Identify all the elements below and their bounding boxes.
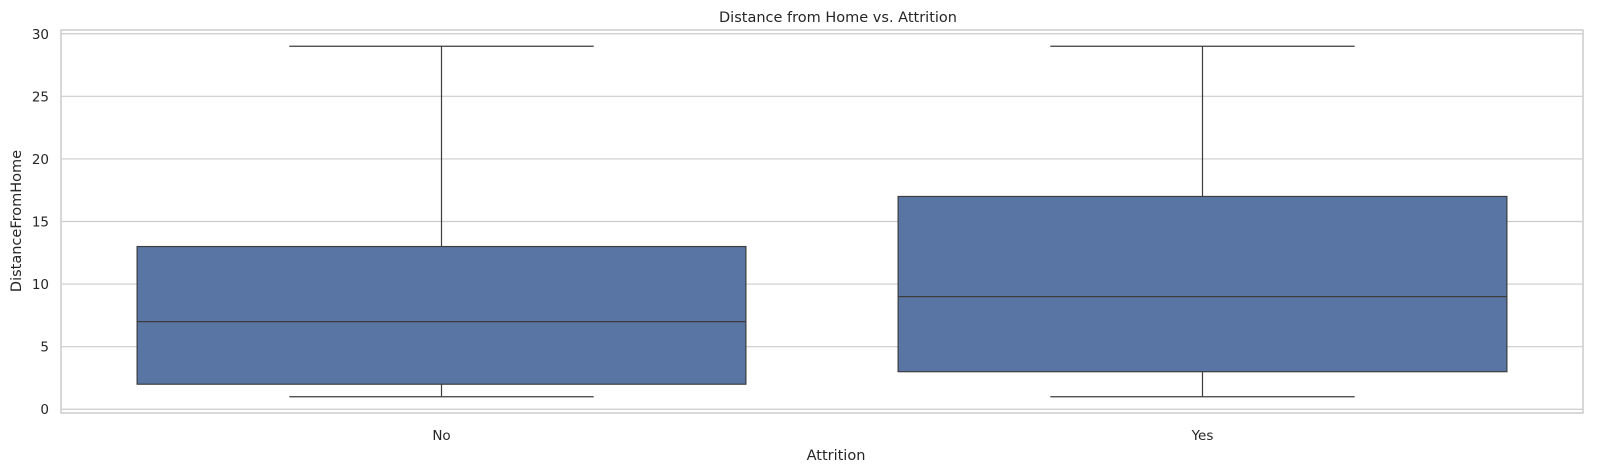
y-tick-label: 25: [32, 89, 49, 105]
x-axis-label: Attrition: [807, 448, 866, 464]
y-tick-label: 15: [32, 215, 49, 231]
iqr-box: [897, 195, 1508, 373]
plot-frame: [60, 29, 1584, 414]
iqr-box: [136, 245, 747, 385]
boxes: [136, 45, 1508, 398]
x-tick-label: Yes: [1191, 428, 1214, 444]
y-tick-label: 0: [40, 402, 49, 418]
box-yes: [897, 45, 1508, 398]
y-tick-label: 20: [32, 152, 49, 168]
x-tick-label: No: [432, 428, 450, 444]
y-tick-label: 30: [32, 27, 49, 43]
box-no: [136, 45, 747, 398]
y-tick-labels: 0 5 10 15 20 25 30: [32, 27, 49, 418]
y-tick-label: 10: [32, 277, 49, 293]
chart-title: Distance from Home vs. Attrition: [719, 10, 957, 26]
y-tick-label: 5: [40, 340, 49, 356]
x-tick-labels: No Yes: [432, 428, 1213, 444]
y-axis-label: DistanceFromHome: [9, 150, 25, 292]
